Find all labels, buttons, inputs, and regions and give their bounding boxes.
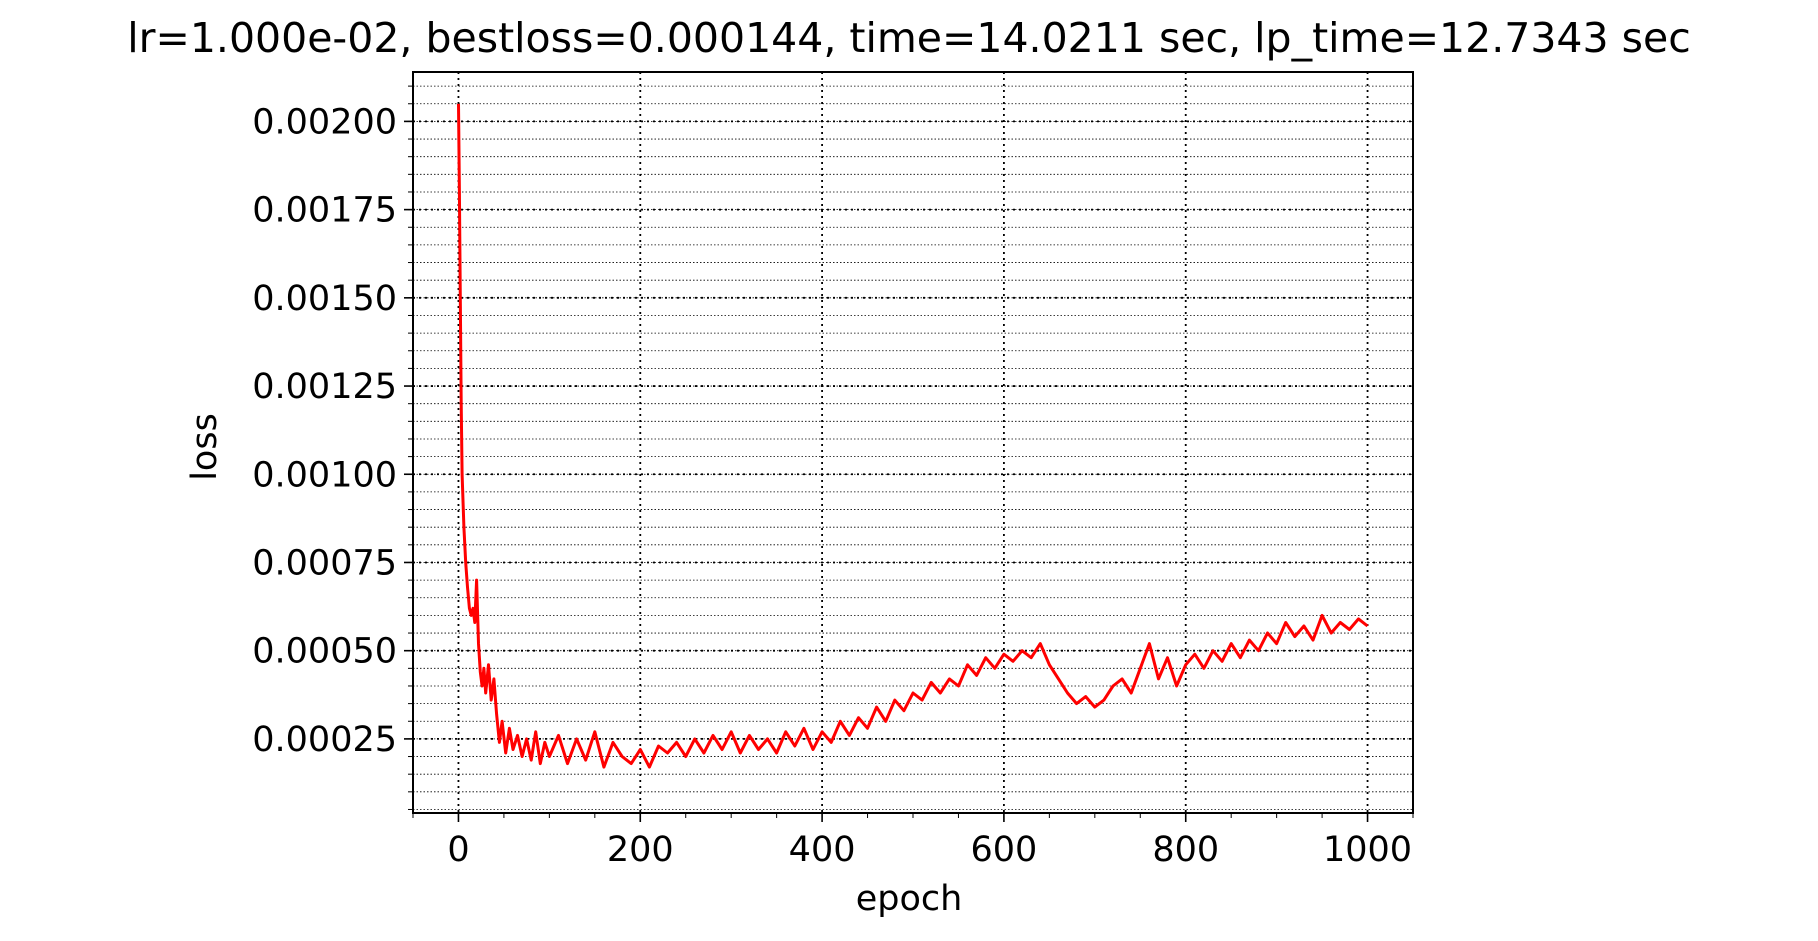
y-axis-label: loss [185, 413, 225, 481]
y-tick-label: 0.00050 [252, 632, 397, 672]
y-tick-label: 0.00025 [252, 720, 397, 760]
x-tick-label: 200 [607, 830, 674, 870]
x-axis-label: epoch [856, 879, 963, 919]
axis-ticks: 0.00025 0.00050 0.00075 0.00100 0.00125 0.001… [252, 85, 1414, 870]
chart-title: lr=1.000e-02, bestloss=0.000144, time=14… [127, 14, 1691, 62]
x-tick-label: 600 [971, 830, 1038, 870]
loss-series-line [457, 103, 1369, 769]
x-tick-label: 0 [447, 830, 469, 870]
y-tick-label: 0.00150 [252, 279, 397, 319]
x-tick-label: 800 [1152, 830, 1219, 870]
y-tick-label: 0.00200 [252, 102, 397, 142]
y-tick-label: 0.00075 [252, 543, 397, 583]
series-layer [457, 103, 1369, 769]
x-tick-label: 1000 [1323, 830, 1412, 870]
x-tick-label: 400 [789, 830, 856, 870]
y-tick-label: 0.00125 [252, 367, 397, 407]
y-tick-label: 0.00100 [252, 455, 397, 495]
grid [413, 72, 1413, 813]
y-tick-label: 0.00175 [252, 191, 397, 231]
